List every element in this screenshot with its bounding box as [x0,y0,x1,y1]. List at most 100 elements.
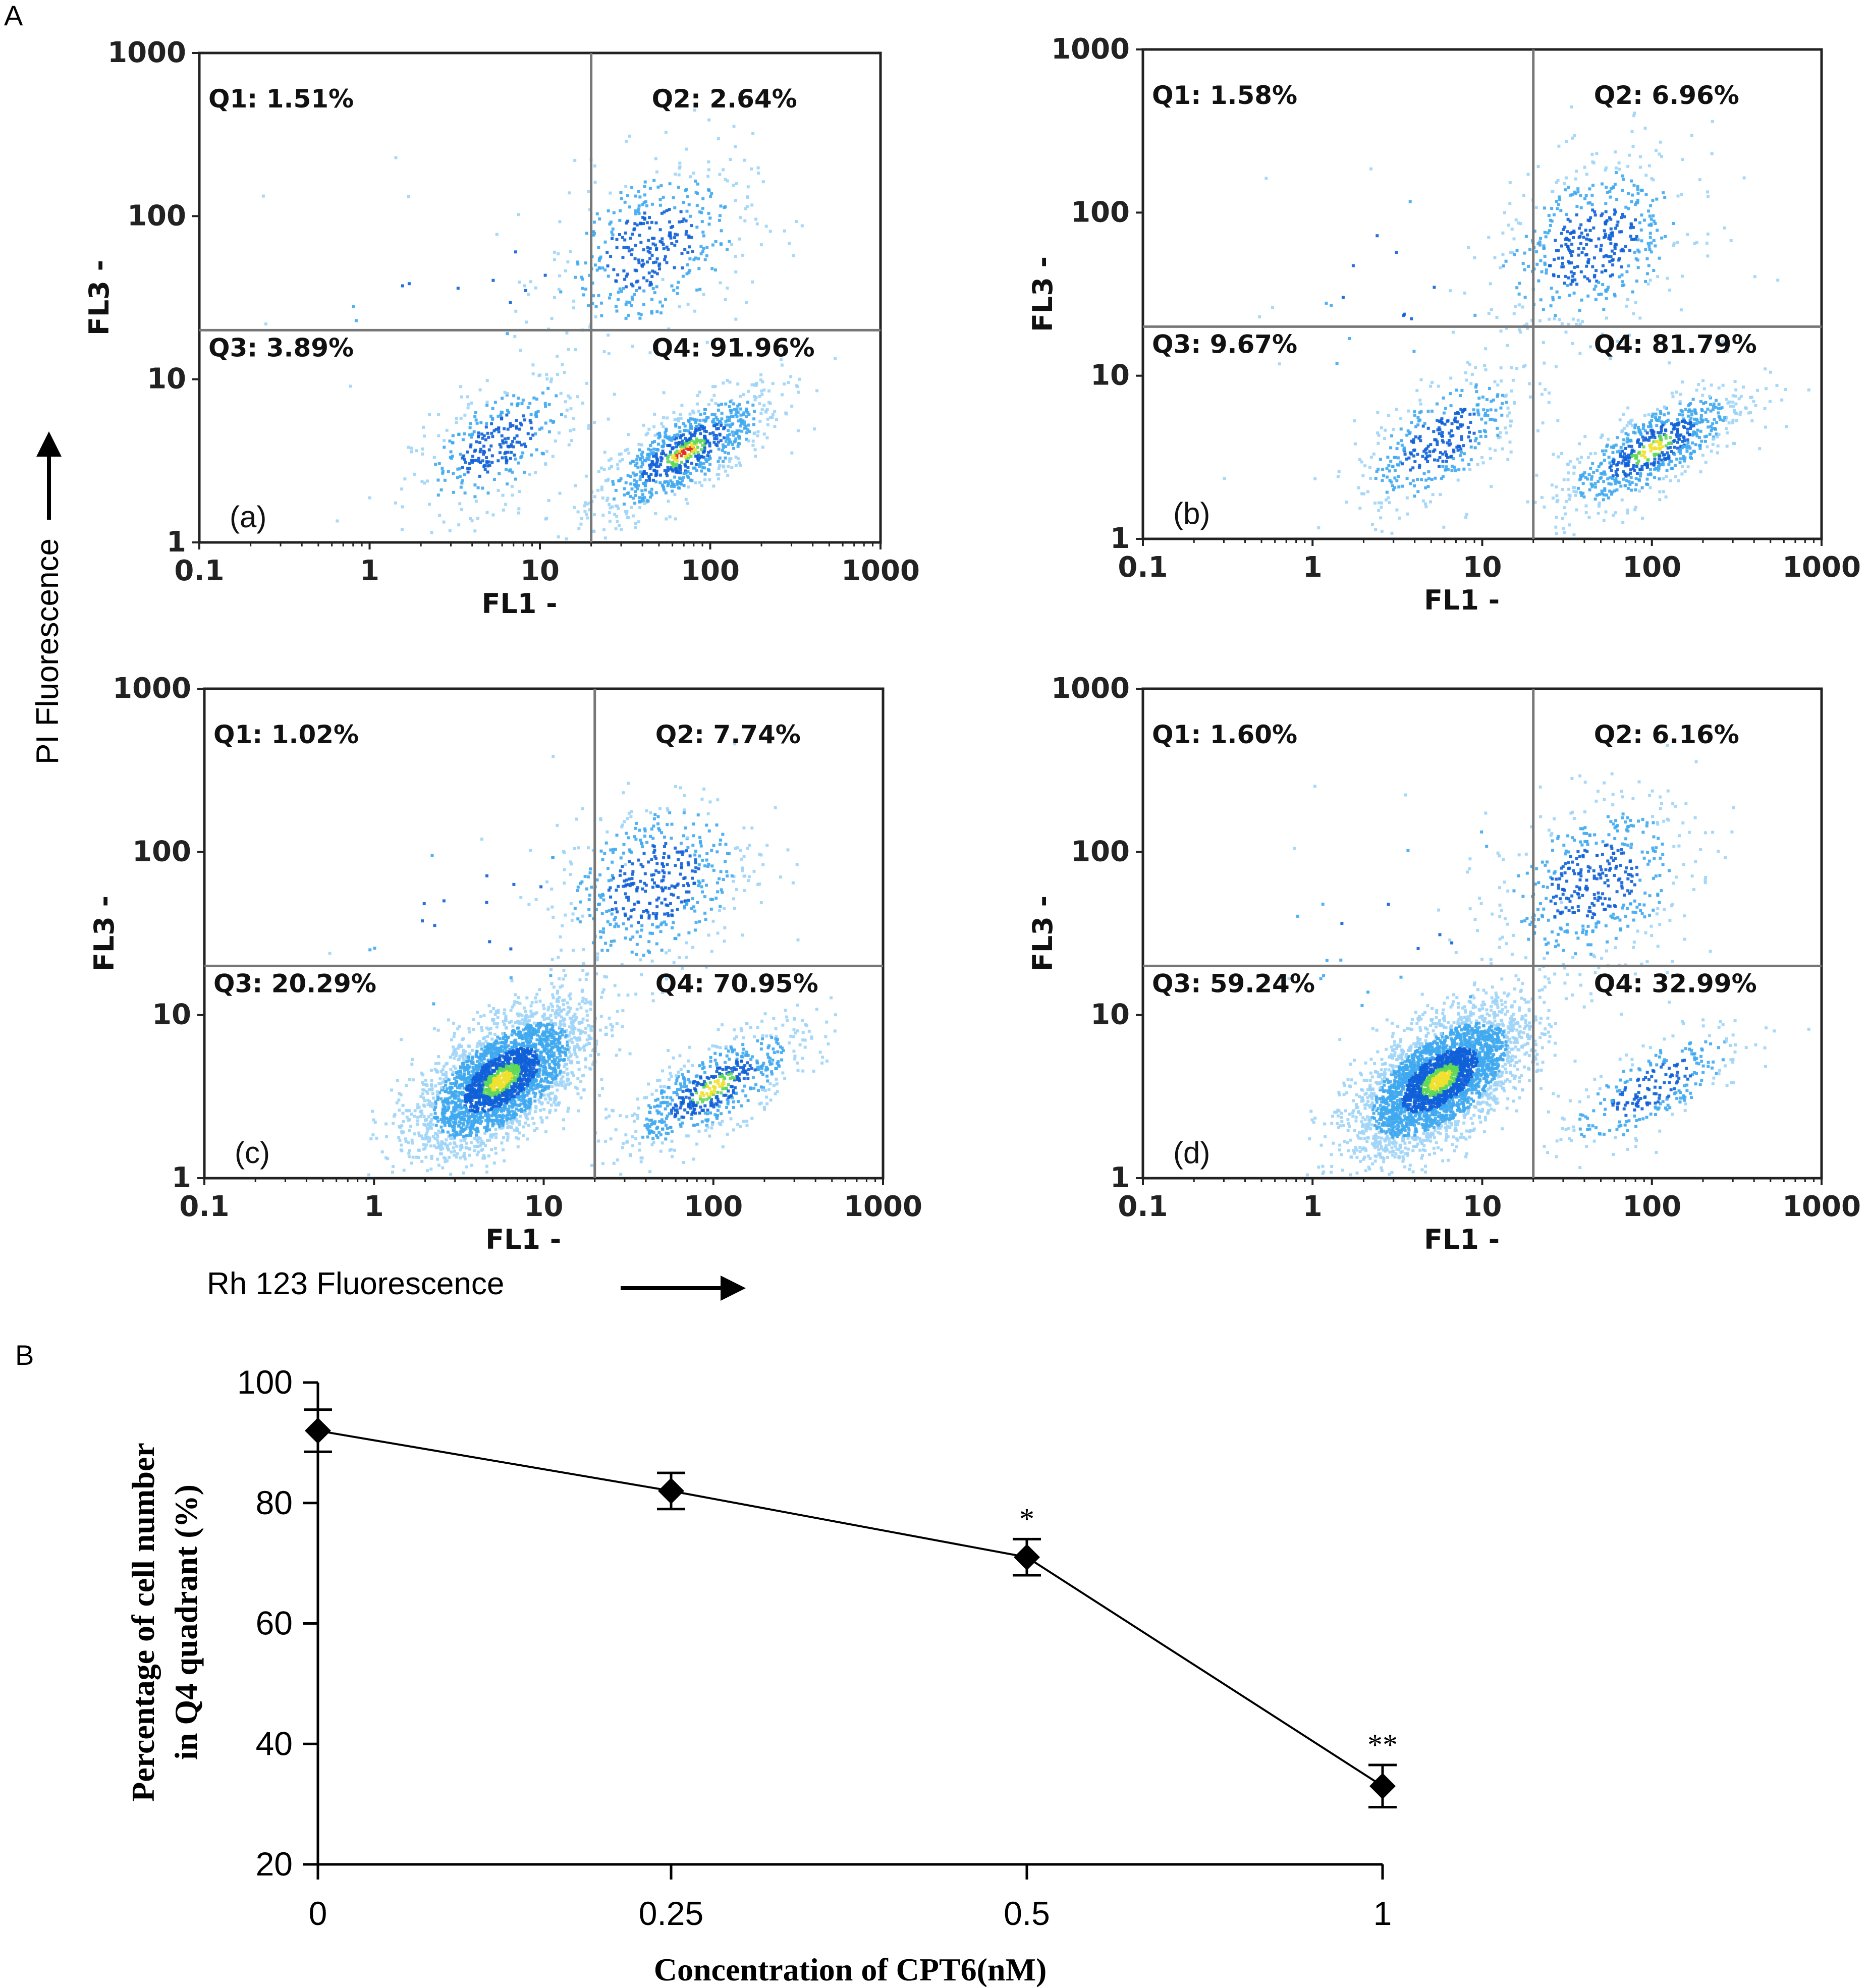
scatter-point [727,1066,730,1069]
scatter-point [1684,408,1687,411]
scatter-point [1677,450,1681,453]
scatter-point [1587,473,1591,476]
scatter-point [460,395,463,399]
scatter-point [1432,430,1436,433]
scatter-point [476,486,480,489]
scatter-point [1625,440,1629,444]
scatter-point [1451,434,1455,437]
scatter-point [719,1123,723,1127]
scatter-point [1557,203,1560,206]
scatter-point [535,448,538,452]
scatter-point [1450,469,1454,472]
scatter-point [609,506,612,510]
scatter-point [654,474,657,477]
scatter-point [1586,456,1590,459]
scatter-point [650,493,654,496]
scatter-point [1717,433,1721,436]
scatter-point [598,217,601,220]
scatter-point [655,272,659,275]
scatter-point [1599,436,1603,439]
scatter-point [641,451,644,454]
scatter-point [1642,424,1645,427]
scatter-point [1444,407,1447,410]
scatter-point [1619,484,1623,488]
scatter-point [1597,512,1600,515]
scatter-point [733,1068,736,1072]
scatter-point [753,448,757,452]
scatter-point [1631,467,1635,470]
scatter-point [483,468,487,471]
scatter-point [1459,447,1463,451]
scatter-point [1438,426,1441,429]
scatter-point [1715,399,1718,402]
scatter-point [758,1065,762,1069]
scatter-point [602,350,606,354]
scatter-point [1639,228,1643,232]
scatter-point [621,236,624,239]
scatter-point [487,1004,491,1008]
scatter-point [735,410,738,413]
scatter-point [1618,168,1621,171]
scatter-point [1437,384,1440,388]
scatter-point [739,1027,743,1030]
scatter-point [701,466,704,469]
scatter-point [1583,275,1586,279]
scatter-point [471,455,474,458]
scatter-point [1645,482,1648,486]
scatter-point [1623,452,1626,456]
scatter-point [1575,322,1578,326]
scatter-point [1670,450,1673,453]
scatter-point [529,437,532,440]
scatter-point [648,467,652,470]
scatter-point [478,474,481,478]
scatter-point [665,436,669,439]
scatter-point [551,1005,555,1008]
scatter-point [624,1133,628,1137]
scatter-point [1413,494,1416,498]
scatter-point [468,467,471,470]
scatter-point [658,228,662,232]
scatter-point [1416,423,1420,427]
scatter-point [1264,177,1268,180]
scatter-point [666,466,670,469]
scatter-point [651,1121,654,1125]
scatter-point [1518,328,1521,332]
scatter-point [1683,456,1687,460]
scatter-point [530,426,533,430]
scatter-point [1452,449,1455,452]
scatter-point [675,454,679,457]
scatter-point [1369,167,1372,171]
scatter-point [650,1092,654,1096]
scatter-point [630,295,634,299]
scatter-point [1555,485,1558,489]
scatter-point [1567,247,1570,251]
scatter-point [766,417,769,421]
scatter-point [473,459,476,462]
scatter-point [724,1045,728,1048]
scatter-point [1449,376,1453,380]
scatter-point [556,373,559,376]
scatter-point [625,300,629,304]
scatter-point [685,1134,688,1138]
scatter-point [679,1106,682,1110]
scatter-point [629,475,632,478]
scatter-point [553,258,556,261]
scatter-point [656,1125,659,1129]
scatter-point [625,1115,629,1119]
scatter-point [643,216,646,220]
scatter-point [689,1107,692,1110]
scatter-point [755,382,758,385]
scatter-point [659,473,662,477]
scatter-point [1462,452,1466,456]
scatter-point [709,195,712,198]
scatter-point [656,1105,659,1108]
scatter-point [1708,395,1711,398]
scatter-point [496,1062,500,1065]
scatter-point [1661,451,1664,455]
scatter-point [1697,436,1701,439]
scatter-point [484,438,487,441]
scatter-point [539,1116,543,1120]
scatter-point [524,1039,528,1043]
scatter-point [1649,224,1653,227]
scatter-point [1644,280,1647,283]
